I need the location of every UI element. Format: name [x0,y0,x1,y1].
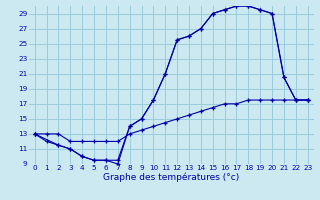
X-axis label: Graphe des températures (°c): Graphe des températures (°c) [103,173,239,182]
